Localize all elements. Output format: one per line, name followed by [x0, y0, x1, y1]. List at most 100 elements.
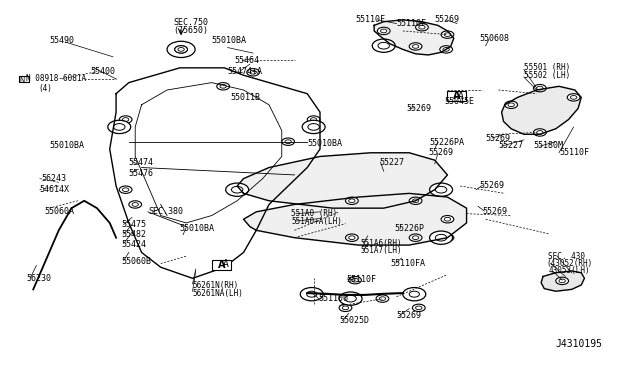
Text: 55400: 55400 [91, 67, 116, 76]
Text: 55010BA: 55010BA [212, 36, 246, 45]
Circle shape [537, 86, 543, 90]
Text: A: A [223, 259, 229, 269]
Polygon shape [237, 153, 447, 208]
Text: 55482: 55482 [121, 230, 146, 239]
Circle shape [129, 201, 141, 208]
Text: SEC. 430: SEC. 430 [548, 251, 585, 261]
Circle shape [122, 118, 129, 121]
Circle shape [441, 31, 454, 38]
Circle shape [409, 197, 422, 205]
Circle shape [113, 124, 125, 130]
Text: 55010BA: 55010BA [180, 224, 215, 233]
Text: 55010BA: 55010BA [307, 139, 342, 148]
Text: 55269: 55269 [435, 15, 460, 23]
Circle shape [175, 46, 188, 53]
Text: 55060A: 55060A [45, 207, 75, 217]
Circle shape [556, 277, 568, 285]
Circle shape [570, 96, 577, 99]
Circle shape [419, 25, 425, 29]
Text: 551A7(LH): 551A7(LH) [360, 246, 402, 255]
Text: 55502 (LH): 55502 (LH) [524, 71, 570, 80]
Text: 55227: 55227 [499, 141, 524, 150]
Circle shape [345, 295, 356, 302]
Circle shape [412, 45, 419, 48]
Circle shape [534, 84, 546, 92]
Circle shape [435, 186, 447, 193]
Text: 55501 (RH): 55501 (RH) [524, 63, 570, 72]
Circle shape [300, 288, 323, 301]
Text: 55180M: 55180M [534, 141, 563, 150]
Polygon shape [502, 86, 581, 134]
Text: 55110F: 55110F [559, 148, 589, 157]
Text: 55045E: 55045E [444, 97, 474, 106]
Polygon shape [244, 193, 467, 245]
Text: 55227: 55227 [380, 157, 404, 167]
Circle shape [282, 138, 294, 145]
Circle shape [349, 236, 355, 240]
Text: 55110F: 55110F [347, 275, 377, 283]
Circle shape [412, 304, 425, 311]
Text: 56243: 56243 [42, 174, 67, 183]
Circle shape [376, 295, 389, 302]
Text: SEC.380: SEC.380 [148, 207, 183, 217]
Circle shape [441, 234, 454, 241]
Circle shape [559, 279, 565, 283]
Text: 55464: 55464 [234, 56, 259, 65]
Text: 55269: 55269 [479, 182, 504, 190]
Circle shape [567, 94, 580, 101]
Text: 55475: 55475 [121, 220, 146, 229]
Circle shape [378, 42, 390, 49]
Text: J4310195: J4310195 [556, 339, 603, 349]
Circle shape [339, 304, 352, 311]
Text: 55060B: 55060B [121, 257, 151, 266]
Circle shape [220, 84, 227, 88]
Circle shape [429, 183, 452, 196]
Circle shape [339, 292, 362, 305]
Circle shape [175, 46, 188, 53]
Circle shape [505, 101, 518, 109]
Text: 550608: 550608 [479, 34, 509, 43]
Circle shape [429, 231, 452, 244]
Circle shape [412, 199, 419, 203]
Bar [19, 76, 29, 82]
Circle shape [285, 140, 291, 144]
Text: A: A [452, 91, 460, 101]
Text: 551A6(RH): 551A6(RH) [360, 239, 402, 248]
Text: 55011B: 55011B [231, 93, 260, 102]
Text: 55269: 55269 [428, 148, 453, 157]
Circle shape [310, 118, 317, 121]
Bar [212, 260, 232, 270]
Circle shape [349, 199, 355, 203]
Circle shape [380, 297, 386, 301]
Text: 43053(LH): 43053(LH) [548, 266, 589, 275]
Circle shape [409, 43, 422, 50]
Text: 55010BA: 55010BA [49, 141, 84, 150]
Text: A: A [458, 90, 464, 100]
Circle shape [346, 234, 358, 241]
Circle shape [246, 68, 259, 76]
Circle shape [108, 120, 131, 134]
Text: 55025D: 55025D [339, 316, 369, 325]
Circle shape [443, 48, 449, 51]
Text: 55269: 55269 [483, 207, 508, 217]
Circle shape [440, 46, 452, 53]
Circle shape [435, 234, 447, 241]
Circle shape [302, 120, 325, 134]
Text: 55269: 55269 [486, 134, 511, 142]
Text: 56230: 56230 [27, 274, 52, 283]
Text: 55490: 55490 [49, 36, 74, 45]
Circle shape [217, 83, 230, 90]
Text: 55110F: 55110F [396, 19, 426, 28]
Circle shape [412, 236, 419, 240]
Text: 55226P: 55226P [394, 224, 424, 233]
Text: 55226PA: 55226PA [429, 138, 465, 147]
Circle shape [119, 116, 132, 123]
Circle shape [232, 186, 243, 193]
Circle shape [415, 306, 422, 310]
Text: 55110FA: 55110FA [390, 259, 425, 268]
Circle shape [534, 129, 546, 136]
Text: 55110U: 55110U [318, 294, 348, 303]
Circle shape [409, 234, 422, 241]
Text: N 08918-6081A: N 08918-6081A [26, 74, 86, 83]
Circle shape [346, 197, 358, 205]
